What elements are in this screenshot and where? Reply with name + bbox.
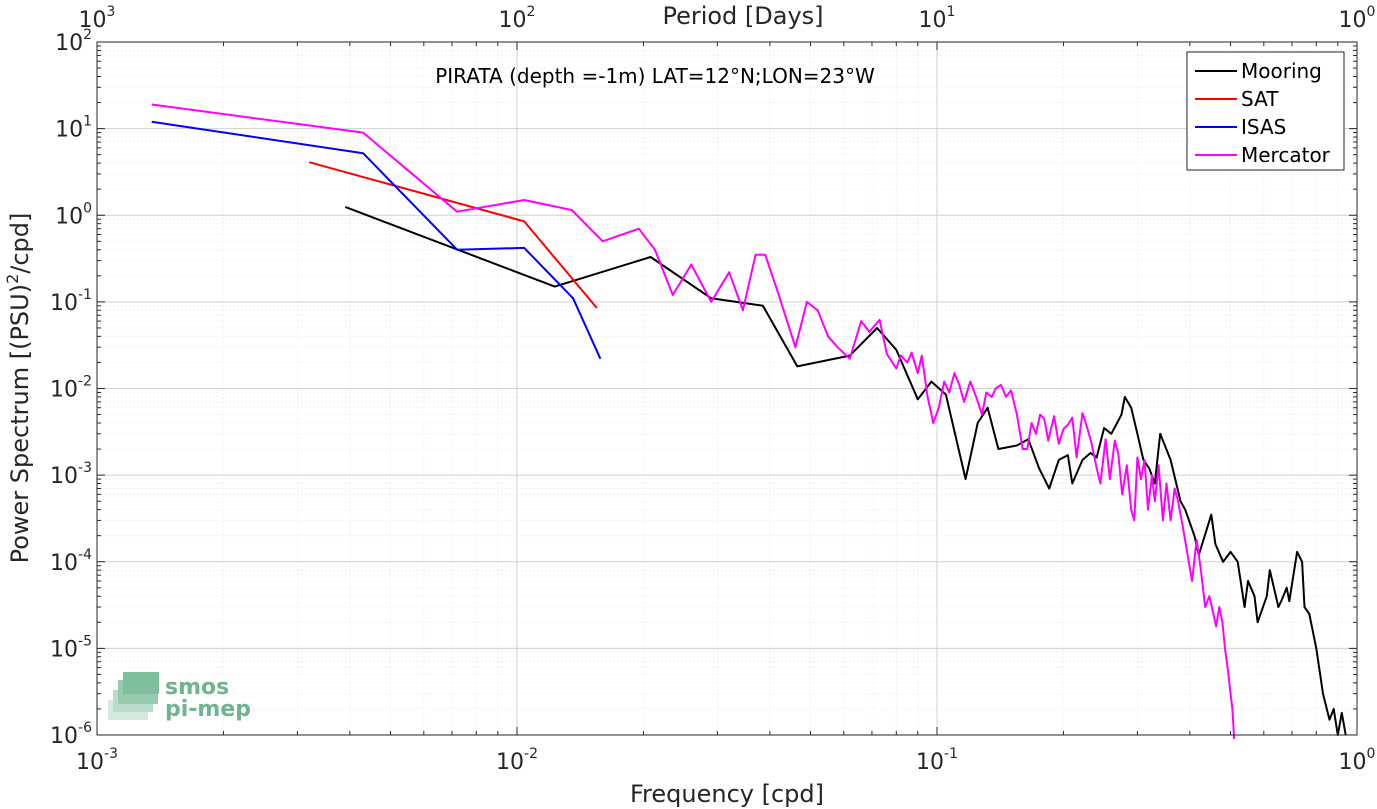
y-axis-label-sup: 2 — [3, 274, 22, 284]
y-tick-label: 100 — [55, 200, 92, 229]
legend-label-mooring: Mooring — [1241, 59, 1322, 83]
y-axis-label-main: Power Spectrum [(PSU) — [6, 284, 34, 563]
legend-label-sat: SAT — [1241, 87, 1279, 111]
logo-text-pimep: pi-mep — [165, 697, 251, 722]
y-tick-label: 10-2 — [50, 374, 92, 403]
logo-shape-1 — [123, 672, 159, 694]
top-tick-label: 100 — [1339, 4, 1376, 33]
x-tick-label: 100 — [1339, 746, 1376, 775]
logo-text-smos: smos — [165, 675, 229, 700]
smos-pimep-logo: smos pi-mep — [108, 672, 251, 722]
legend-label-isas: ISAS — [1241, 115, 1286, 139]
top-tick-label: 102 — [499, 4, 536, 33]
chart-title: PIRATA (depth =-1m) LAT=12°N;LON=23°W — [435, 64, 875, 88]
y-axis-label-unit: /cpd] — [6, 213, 34, 274]
top-tick-label: 103 — [79, 4, 116, 33]
y-tick-label: 10-6 — [50, 720, 92, 749]
x-axis-label: Frequency [cpd] — [630, 780, 824, 808]
series-line-mooring — [344, 205, 1347, 736]
y-tick-label: 10-1 — [50, 287, 92, 316]
series-line-mercator — [151, 103, 1236, 740]
series-line-sat — [308, 161, 598, 309]
x-tick-label: 10-2 — [496, 746, 538, 775]
y-tick-label: 10-4 — [50, 547, 92, 576]
y-tick-label: 101 — [55, 114, 92, 143]
y-tick-label: 10-5 — [50, 633, 92, 662]
x-tick-label: 10-1 — [916, 746, 958, 775]
series-line-isas — [151, 120, 602, 360]
legend: Mooring SAT ISAS Mercator — [1186, 51, 1345, 171]
grid — [97, 42, 1357, 735]
y-tick-label: 10-3 — [50, 460, 92, 489]
legend-label-mercator: Mercator — [1241, 143, 1331, 167]
top-tick-label: 101 — [919, 4, 956, 33]
axis-ticks — [96, 41, 1358, 736]
series-lines — [151, 103, 1347, 740]
y-tick-label: 102 — [55, 27, 92, 56]
y-axis-label: Power Spectrum [(PSU)2/cpd] — [3, 213, 34, 564]
top-axis-label: Period [Days] — [662, 2, 823, 30]
x-tick-label: 10-3 — [76, 746, 118, 775]
